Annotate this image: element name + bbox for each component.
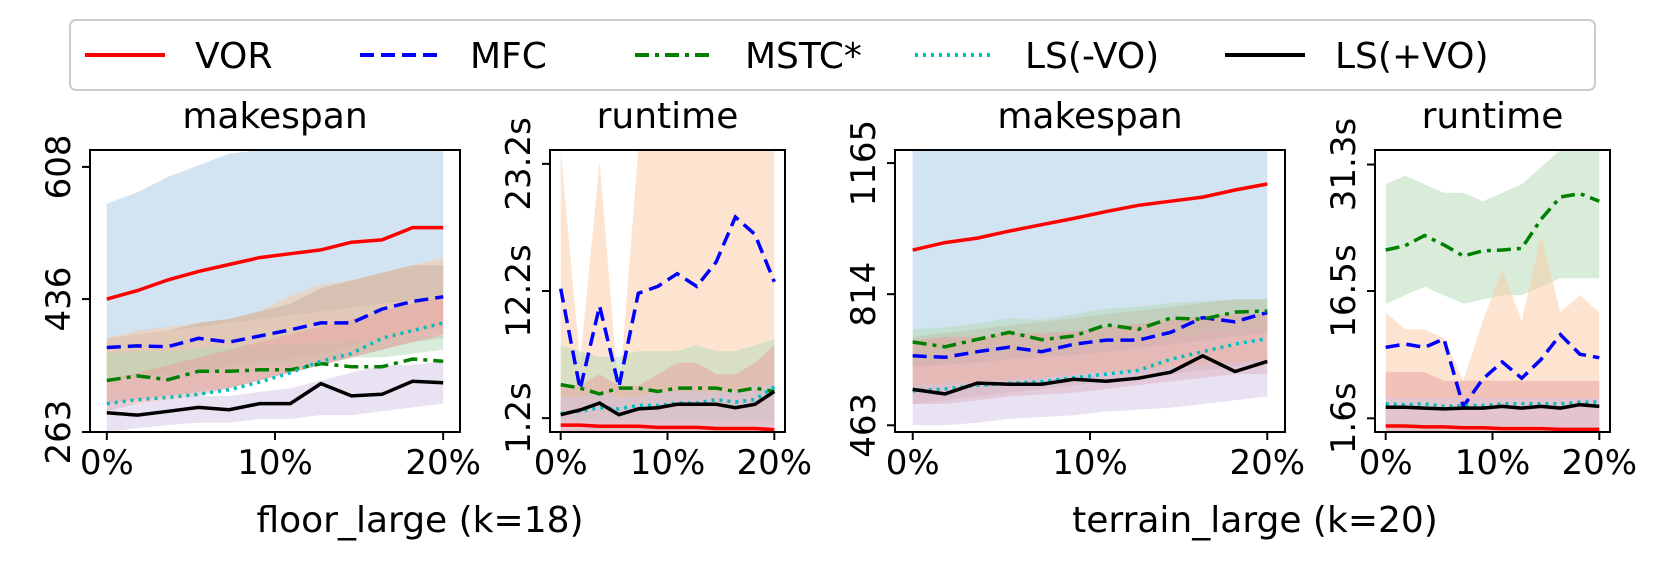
plot-area bbox=[106, 150, 444, 432]
panel-title: runtime bbox=[597, 96, 739, 137]
confidence-band-4 bbox=[106, 296, 444, 412]
legend-label: LS(-VO) bbox=[1025, 36, 1159, 77]
legend-item-0: VOR bbox=[85, 36, 272, 77]
plot-area bbox=[1385, 150, 1600, 432]
series-line-vor bbox=[106, 225, 444, 301]
x-tick-label: 10% bbox=[1052, 443, 1128, 483]
panel-3: runtime 0% 10% 20% 1.6s 16.5s 31.3s bbox=[1324, 96, 1637, 483]
series-line-vor bbox=[912, 182, 1268, 252]
legend-item-4: LS(+VO) bbox=[1225, 36, 1489, 77]
x-tick-label: 0% bbox=[534, 443, 588, 483]
confidence-band-0 bbox=[1385, 150, 1600, 304]
x-tick-label: 20% bbox=[405, 443, 481, 483]
panel-title: makespan bbox=[997, 96, 1182, 137]
charts: makespan 0% 10% 20% 263 436 608 runtime 0% 10% 20%… bbox=[39, 96, 1637, 483]
legend: VOR MFC MSTC* LS(-VO) LS(+VO) bbox=[69, 19, 1596, 91]
group-xlabels: floor_large (k=18) terrain_large (k=20) bbox=[256, 500, 1437, 541]
panel-0: makespan 0% 10% 20% 263 436 608 bbox=[39, 96, 481, 483]
y-tick-label: 1.6s bbox=[1324, 382, 1364, 454]
legend-label: MSTC* bbox=[745, 36, 862, 77]
series-line-ls-vo- bbox=[106, 321, 444, 406]
plot-area bbox=[912, 150, 1268, 426]
x-tick-label: 10% bbox=[1455, 443, 1531, 483]
x-tick-label: 20% bbox=[737, 443, 813, 483]
confidence-band-5 bbox=[106, 361, 444, 432]
legend-label: MFC bbox=[470, 36, 547, 77]
series-line-ls-vo- bbox=[912, 353, 1268, 396]
series-line-mstc- bbox=[1385, 191, 1600, 258]
series-line-mstc- bbox=[560, 382, 775, 396]
y-tick-label: 12.2s bbox=[499, 244, 539, 337]
series-line-ls-vo- bbox=[106, 379, 444, 417]
x-tick-label: 0% bbox=[1359, 443, 1413, 483]
x-tick-label: 20% bbox=[1562, 443, 1638, 483]
series-line-mstc- bbox=[106, 357, 444, 383]
y-tick-label: 463 bbox=[844, 393, 884, 458]
plot-area bbox=[558, 150, 776, 432]
series-line-mfc bbox=[558, 214, 776, 390]
y-tick-label: 263 bbox=[39, 400, 79, 465]
series-line-mfc bbox=[106, 295, 444, 350]
panel-title: makespan bbox=[182, 96, 367, 137]
y-tick-label: 1.2s bbox=[499, 382, 539, 454]
series-line-ls-vo- bbox=[560, 390, 776, 417]
panel-1: runtime 0% 10% 20% 1.2s 12.2s 23.2s bbox=[499, 96, 812, 483]
group-xlabel-floor: floor_large (k=18) bbox=[256, 500, 583, 541]
y-tick-label: 1165 bbox=[844, 120, 884, 207]
y-tick-label: 16.5s bbox=[1324, 244, 1364, 337]
legend-item-3: LS(-VO) bbox=[915, 36, 1159, 77]
series-line-ls-vo- bbox=[1385, 402, 1600, 411]
y-tick-label: 31.3s bbox=[1324, 118, 1364, 211]
series-line-mstc- bbox=[912, 309, 1268, 349]
confidence-band-4 bbox=[912, 359, 1268, 426]
legend-item-2: MSTC* bbox=[635, 36, 862, 77]
series-line-ls-vo- bbox=[912, 336, 1268, 393]
group-xlabel-terrain: terrain_large (k=20) bbox=[1072, 500, 1438, 541]
x-tick-label: 0% bbox=[80, 443, 134, 483]
y-tick-label: 436 bbox=[39, 267, 79, 332]
series-line-mfc bbox=[1385, 331, 1600, 411]
panel-2: makespan 0% 10% 20% 463 814 1165 bbox=[844, 96, 1305, 483]
x-tick-label: 20% bbox=[1229, 443, 1305, 483]
x-tick-label: 10% bbox=[237, 443, 313, 483]
x-tick-label: 10% bbox=[630, 443, 706, 483]
series-line-vor bbox=[560, 423, 775, 432]
y-tick-label: 23.2s bbox=[499, 117, 539, 210]
series-line-vor bbox=[1385, 424, 1600, 432]
panel-title: runtime bbox=[1422, 96, 1564, 137]
legend-item-1: MFC bbox=[360, 36, 547, 77]
legend-label: VOR bbox=[195, 36, 272, 77]
y-tick-label: 608 bbox=[39, 134, 79, 199]
x-tick-label: 0% bbox=[886, 443, 940, 483]
confidence-band-3 bbox=[560, 385, 775, 432]
legend-label: LS(+VO) bbox=[1335, 36, 1489, 77]
series-line-ls-vo- bbox=[1385, 400, 1600, 409]
y-tick-label: 814 bbox=[844, 262, 884, 327]
